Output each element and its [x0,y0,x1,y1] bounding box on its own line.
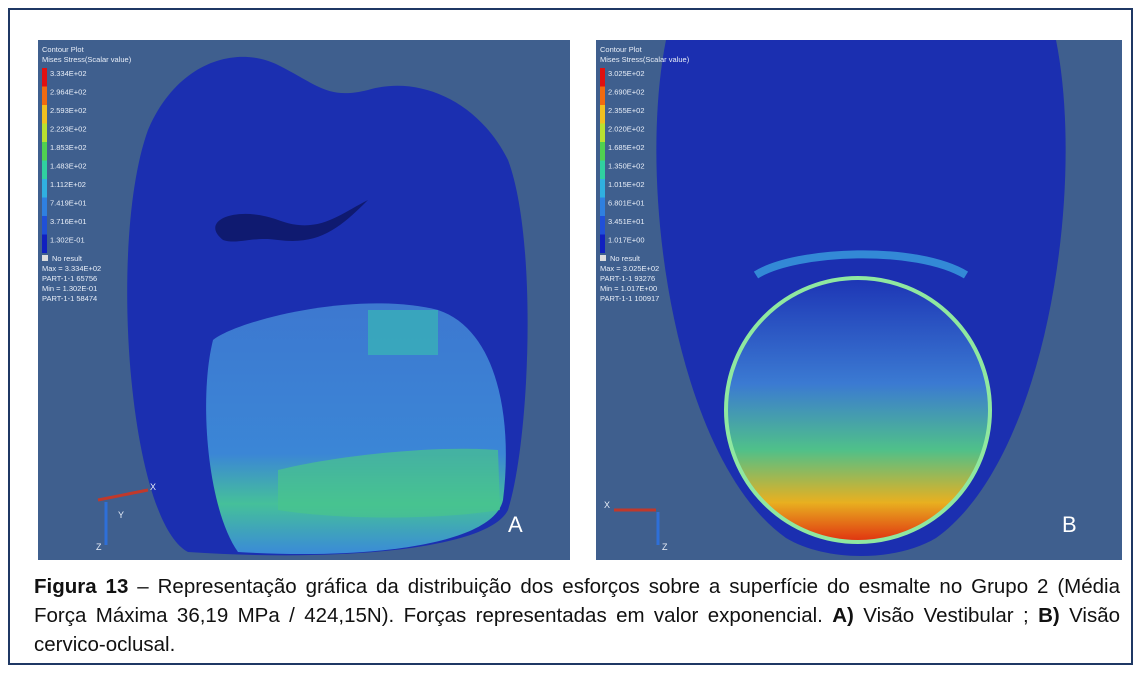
legend-title: Contour Plot [42,45,85,54]
color-swatch [42,235,47,254]
legend-level: 1.015E+02 [608,180,645,189]
color-swatch [42,87,47,106]
axis-label: Y [118,510,124,520]
legend-info: PART-1-1 65756 [42,274,97,283]
legend-info: PART-1-1 58474 [42,294,97,303]
color-swatch [600,235,605,254]
color-swatch [600,179,605,198]
legend-level: 1.350E+02 [608,162,645,171]
panel-label: B [1062,512,1077,537]
color-swatch [600,198,605,217]
axis-label: X [604,500,610,510]
legend-level: 2.223E+02 [50,125,87,134]
no-result-swatch [42,255,48,261]
legend-level: 3.334E+02 [50,69,87,78]
color-swatch [42,161,47,180]
legend-subtitle: Mises Stress(Scalar value) [42,55,132,64]
color-swatch [42,124,47,143]
color-swatch [600,87,605,106]
legend-level: 2.020E+02 [608,125,645,134]
legend-level: 1.017E+00 [608,236,645,245]
legend-level: 1.302E-01 [50,236,85,245]
legend-info: No result [52,254,83,263]
no-result-swatch [600,255,606,261]
legend-level: 2.690E+02 [608,88,645,97]
legend-level: 2.355E+02 [608,106,645,115]
color-swatch [42,142,47,161]
color-swatch [42,216,47,235]
color-swatch [42,68,47,87]
caption-b-label: B) [1038,604,1060,627]
legend-level: 7.419E+01 [50,199,87,208]
legend-info: Max = 3.025E+02 [600,264,659,273]
caption-a-label: A) [832,604,854,627]
color-swatch [42,105,47,124]
legend-info: PART-1-1 93276 [600,274,655,283]
legend-info: Max = 3.334E+02 [42,264,101,273]
color-swatch [600,124,605,143]
axis-label: Z [96,542,102,552]
legend-info: Min = 1.302E-01 [42,284,97,293]
color-swatch [600,161,605,180]
legend-subtitle: Mises Stress(Scalar value) [600,55,690,64]
legend-level: 3.451E+01 [608,217,645,226]
caption-label: Figura 13 [34,575,128,598]
legend-info: PART-1-1 100917 [600,294,659,303]
caption-a-text: Visão Vestibular ; [863,604,1028,627]
axis-label: Z [662,542,668,552]
color-swatch [600,216,605,235]
legend-level: 1.853E+02 [50,143,87,152]
legend-title: Contour Plot [600,45,643,54]
legend-level: 3.025E+02 [608,69,645,78]
legend-level: 2.593E+02 [50,106,87,115]
legend-level: 1.483E+02 [50,162,87,171]
axis-label: X [150,482,156,492]
panel-label: A [508,512,523,537]
color-swatch [600,68,605,87]
legend-level: 1.685E+02 [608,143,645,152]
legend-info: Min = 1.017E+00 [600,284,657,293]
legend-level: 1.112E+02 [50,180,86,189]
legend-level: 3.716E+01 [50,217,87,226]
color-swatch [42,198,47,217]
legend-info: No result [610,254,641,263]
color-swatch [42,179,47,198]
legend-level: 2.964E+02 [50,88,87,97]
color-swatch [600,105,605,124]
color-swatch [600,142,605,161]
caption: Figura 13 – Representação gráfica da dis… [34,572,1120,659]
legend-level: 6.801E+01 [608,199,645,208]
